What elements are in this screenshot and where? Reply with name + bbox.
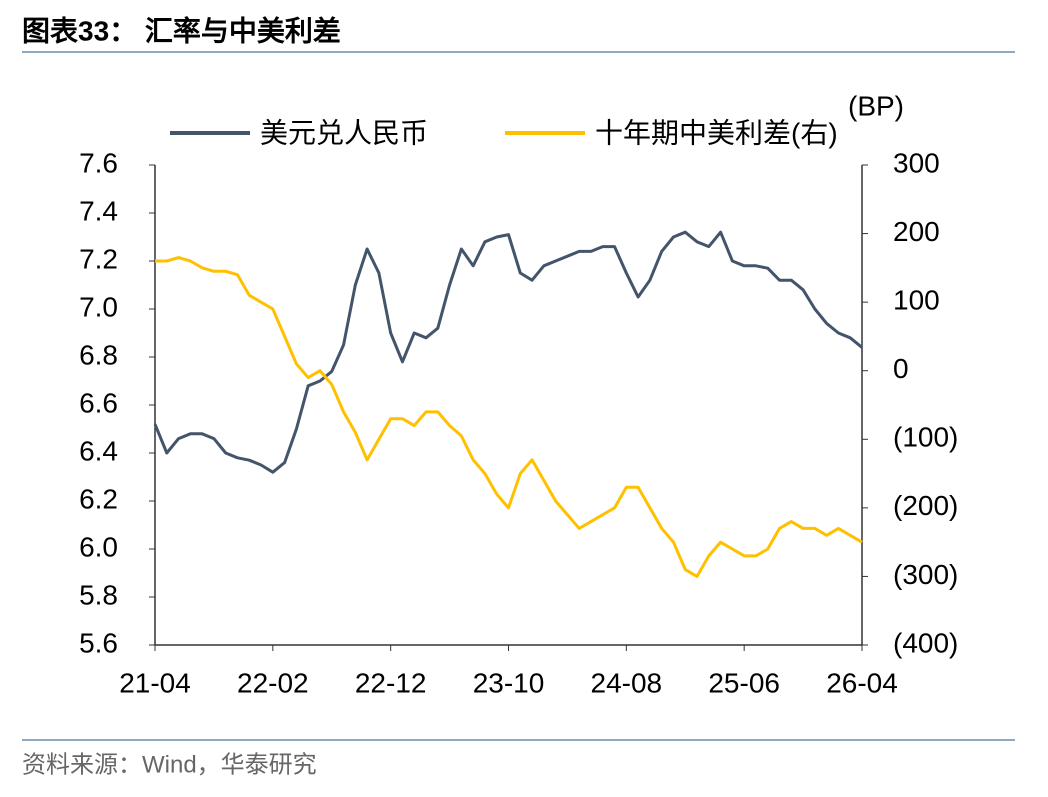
y-tick-label: 6.6 (79, 387, 118, 418)
y2-tick-label: (400) (893, 627, 958, 658)
y2-tick-label: (200) (893, 490, 958, 521)
y2-tick-label: 200 (893, 216, 940, 247)
y2-tick-label: 0 (893, 353, 909, 384)
x-tick-label: 24-08 (591, 667, 663, 698)
y2-axis-label: (BP) (848, 90, 904, 121)
y-tick-label: 6.0 (79, 531, 118, 562)
x-tick-label: 23-10 (473, 667, 545, 698)
y-tick-label: 6.8 (79, 339, 118, 370)
y-tick-label: 6.2 (79, 483, 118, 514)
x-tick-label: 25-06 (708, 667, 780, 698)
y-tick-label: 7.4 (79, 195, 118, 226)
y2-tick-label: 300 (893, 147, 940, 178)
y2-tick-label: (300) (893, 559, 958, 590)
legend-label: 十年期中美利差(右) (595, 117, 838, 148)
y2-tick-label: (100) (893, 422, 958, 453)
x-tick-label: 22-02 (237, 667, 309, 698)
y-tick-label: 7.0 (79, 291, 118, 322)
y-tick-label: 7.6 (79, 147, 118, 178)
series-line (153, 230, 863, 474)
series-line (155, 256, 863, 578)
x-tick-label: 21-04 (119, 667, 191, 698)
chart-title: 图表33： 汇率与中美利差 (22, 14, 341, 46)
y-tick-label: 6.4 (79, 435, 118, 466)
y-tick-label: 5.6 (79, 627, 118, 658)
y2-tick-label: 100 (893, 285, 940, 316)
x-tick-label: 22-12 (355, 667, 427, 698)
source: 资料来源：Wind，华泰研究 (22, 751, 317, 778)
y-tick-label: 7.2 (79, 243, 118, 274)
x-tick-label: 26-04 (826, 667, 898, 698)
legend-label: 美元兑人民币 (260, 117, 428, 148)
y-tick-label: 5.8 (79, 579, 118, 610)
